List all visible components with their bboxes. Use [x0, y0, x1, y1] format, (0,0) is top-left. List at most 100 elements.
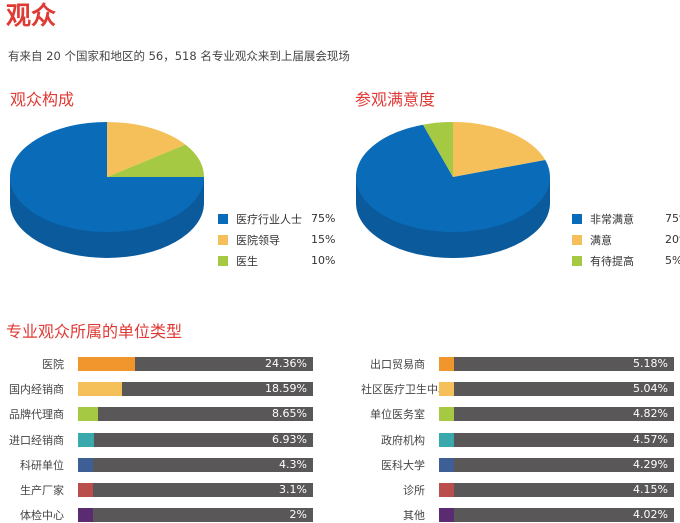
legend-swatch	[572, 255, 582, 266]
pie2-title: 参观满意度	[355, 90, 436, 109]
bar-value: 3.1%	[279, 483, 307, 496]
legend-item: 医生 10%	[218, 250, 335, 271]
bar-row: 出口贸易商 5.18%	[361, 357, 674, 371]
bar-track: 24.36%	[78, 357, 313, 371]
bar-value: 4.29%	[633, 457, 668, 471]
legend-item: 满意 20%	[572, 229, 680, 250]
bar-fill	[439, 457, 455, 472]
bar-track: 3.1%	[78, 483, 313, 497]
pie-slice-非常满意	[356, 124, 550, 232]
legend-item: 医院领导 15%	[218, 229, 335, 250]
bar-value: 6.93%	[272, 432, 307, 446]
bar-track: 8.65%	[78, 407, 313, 422]
bar-title: 专业观众所属的单位类型	[6, 322, 183, 341]
pie-charts	[10, 122, 550, 258]
legend-swatch	[572, 234, 582, 245]
bar-row: 生产厂家 3.1%	[0, 483, 313, 497]
bar-value: 24.36%	[265, 357, 307, 370]
bar-label: 科研单位	[20, 458, 64, 472]
bar-label: 诊所	[403, 484, 425, 497]
bar-label: 其他	[403, 509, 425, 523]
bar-value: 8.65%	[272, 407, 307, 421]
intro-text: 有来自 20 个国家和地区的 56，518 名专业观众来到上届展会现场	[8, 49, 350, 63]
bar-fill	[439, 432, 455, 447]
bar-value: 5.18%	[633, 357, 668, 370]
bar-value: 18.59%	[265, 382, 307, 396]
bar-fill	[78, 457, 94, 472]
bar-value: 4.15%	[633, 483, 668, 496]
bar-row: 进口经销商 6.93%	[0, 432, 313, 447]
bar-label: 出口贸易商	[370, 358, 425, 371]
legend-item: 非常满意 75%	[572, 208, 680, 229]
bar-value: 4.3%	[279, 457, 307, 471]
bar-fill	[439, 508, 455, 523]
bar-value: 4.57%	[633, 432, 668, 446]
page-title: 观众	[6, 1, 57, 30]
bar-row: 单位医务室 4.82%	[361, 407, 674, 422]
bar-label: 单位医务室	[370, 408, 425, 422]
bar-fill	[78, 407, 99, 422]
bar-row: 其他 4.02%	[361, 508, 674, 523]
bar-track: 4.57%	[439, 432, 674, 447]
legend-value: 10%	[311, 254, 336, 267]
bar-fill	[439, 483, 455, 497]
bar-fill	[78, 357, 136, 371]
bar-track: 4.02%	[439, 508, 674, 523]
bar-fill	[78, 508, 94, 523]
bar-row: 品牌代理商 8.65%	[0, 407, 313, 422]
bar-value: 4.02%	[633, 508, 668, 522]
legend-label: 医疗行业人士	[236, 212, 302, 226]
bar-track: 18.59%	[78, 382, 313, 397]
legend-swatch	[218, 255, 228, 266]
bar-fill	[78, 483, 94, 497]
bar-label: 体检中心	[20, 509, 64, 523]
bar-value: 5.04%	[633, 382, 668, 396]
bar-track: 6.93%	[78, 432, 313, 447]
legend-value: 20%	[665, 233, 680, 246]
bar-track: 2%	[78, 508, 313, 523]
bar-track: 4.15%	[439, 483, 674, 497]
bar-track: 5.18%	[439, 357, 674, 371]
bar-label: 国内经销商	[9, 383, 64, 397]
legend-item: 有待提高 5%	[572, 250, 680, 271]
pie-slice-有待提高	[423, 122, 453, 177]
bar-row: 体检中心 2%	[0, 508, 313, 523]
legend-label: 满意	[590, 233, 612, 247]
bar-label: 政府机构	[381, 433, 425, 447]
bar-label: 医科大学	[381, 458, 425, 472]
bar-row: 科研单位 4.3%	[0, 457, 313, 472]
bar-row: 医科大学 4.29%	[361, 457, 674, 472]
bar-label: 进口经销商	[9, 433, 64, 447]
bar-label: 社区医疗卫生中心	[361, 383, 449, 397]
bar-label: 生产厂家	[20, 484, 64, 497]
bar-fill	[78, 432, 95, 447]
legend-value: 75%	[311, 212, 336, 225]
bar-label: 品牌代理商	[9, 408, 64, 422]
pie-slice-满意	[453, 122, 546, 177]
legend-swatch	[218, 213, 228, 224]
bar-fill	[439, 357, 455, 371]
pie-slice-医院领导	[107, 122, 186, 177]
bar-fill	[439, 382, 455, 397]
bar-track: 4.3%	[78, 457, 313, 472]
bar-value: 4.82%	[633, 407, 668, 421]
bar-row: 政府机构 4.57%	[361, 432, 674, 447]
bar-fill	[78, 382, 122, 397]
bar-value: 2%	[289, 508, 307, 522]
legend-value: 15%	[311, 233, 336, 246]
bar-row: 医院 24.36%	[0, 357, 313, 371]
bar-track: 5.04%	[439, 382, 674, 397]
bar-row: 诊所 4.15%	[361, 483, 674, 497]
bar-fill	[439, 407, 455, 422]
legend-swatch	[218, 234, 228, 245]
legend-value: 75%	[665, 212, 680, 225]
legend-item: 医疗行业人士 75%	[218, 208, 335, 229]
legend-swatch	[572, 213, 582, 224]
pie-slice-医疗行业人士	[10, 122, 204, 232]
pie1-title: 观众构成	[10, 90, 75, 109]
legend-label: 医院领导	[236, 233, 280, 247]
legend-label: 有待提高	[590, 254, 634, 268]
legend-label: 非常满意	[590, 212, 634, 226]
bar-track: 4.82%	[439, 407, 674, 422]
legend-value: 5%	[665, 254, 680, 267]
